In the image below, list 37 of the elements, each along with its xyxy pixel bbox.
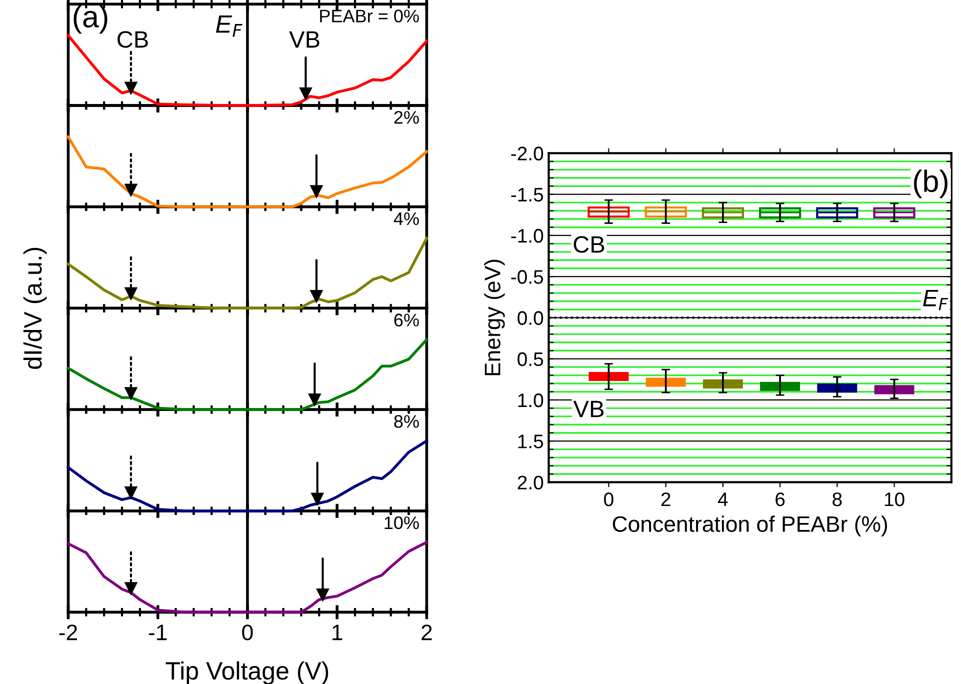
x-tick-label: 2 [422, 624, 432, 640]
y-tick-label: -1.0 [511, 228, 544, 243]
text: (a) [74, 5, 108, 34]
annotation: CB [574, 236, 604, 253]
annotation: CB [118, 31, 148, 48]
y-tick-label: 0.5 [518, 352, 544, 366]
y-tick-label: 0.0 [518, 311, 544, 325]
y-axis-title: Energy (eV) [484, 260, 505, 376]
chart-title: 10% [384, 516, 419, 530]
chart-title: 6% [394, 314, 419, 326]
x-tick-label: 10 [884, 492, 904, 506]
annotation: VB [573, 400, 604, 418]
y-tick-label: 2.0 [518, 476, 544, 490]
x-tick-label: -1 [148, 624, 167, 640]
x-tick-label: 2 [661, 492, 670, 506]
x-tick-label: -2 [59, 624, 77, 640]
ref-line-label: E$_{F}$ [923, 290, 948, 310]
y-tick-label: -1.5 [511, 188, 544, 202]
annotation: (b) [914, 170, 948, 198]
x-tick-label: 8 [832, 492, 842, 506]
y-tick-label: -2.0 [511, 146, 544, 160]
chart-title: PEABr = 0% [320, 10, 419, 22]
x-tick-label: 0 [604, 492, 614, 506]
chart-title: 4% [394, 212, 419, 226]
x-tick-label: 0 [242, 624, 253, 640]
y-tick-label: 1.0 [518, 393, 544, 408]
x-axis-title: Concentration of PEABr (%) [612, 516, 888, 536]
y-axis-title: dI/dV (a.u.) [23, 248, 47, 369]
x-tick-label: 1 [332, 624, 342, 640]
chart-title: 8% [394, 415, 419, 428]
chart-title: 2% [394, 110, 419, 124]
y-tick-label: -0.5 [511, 270, 544, 284]
y-tick-label: 1.5 [518, 434, 544, 448]
ref-line-label: E$_{F}$ [216, 15, 242, 37]
annotation: VB [289, 31, 320, 48]
x-tick-label: 4 [718, 492, 728, 506]
x-tick-label: 6 [776, 492, 785, 506]
